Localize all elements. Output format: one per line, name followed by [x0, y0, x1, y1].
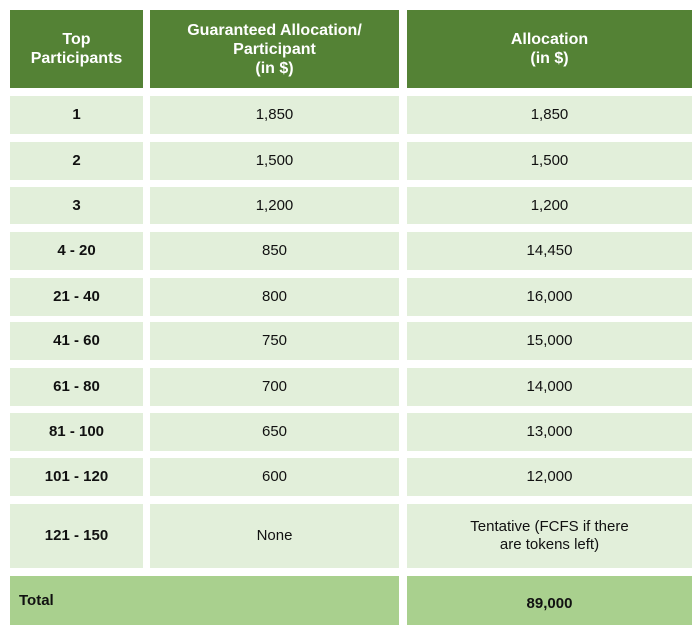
table-cell: 101 - 120 — [10, 458, 143, 496]
table-cell: 1,500 — [150, 142, 399, 180]
table-cell: 1,200 — [407, 187, 692, 224]
table-cell: 1,850 — [407, 96, 692, 134]
table-cell: 1,850 — [150, 96, 399, 134]
header-cell: Allocation (in $) — [407, 10, 692, 88]
table-cell: 61 - 80 — [10, 368, 143, 406]
table-cell: 3 — [10, 187, 143, 224]
table-cell: 650 — [150, 413, 399, 451]
table-cell: 14,450 — [407, 232, 692, 270]
table-cell: 850 — [150, 232, 399, 270]
table-cell: 600 — [150, 458, 399, 496]
table-cell: 2 — [10, 142, 143, 180]
table-cell: 1 — [10, 96, 143, 134]
table-cell: 4 - 20 — [10, 232, 143, 270]
total-label: Total — [10, 576, 399, 625]
table-cell: 800 — [150, 278, 399, 316]
table-cell: 700 — [150, 368, 399, 406]
table-cell: 1,500 — [407, 142, 692, 180]
total-value: 89,000 — [407, 576, 692, 625]
table-cell: None — [150, 504, 399, 568]
table-cell: 21 - 40 — [10, 278, 143, 316]
header-cell: Guaranteed Allocation/ Participant (in $… — [150, 10, 399, 88]
table-cell: 1,200 — [150, 187, 399, 224]
table-cell: 750 — [150, 322, 399, 360]
table-cell: 121 - 150 — [10, 504, 143, 568]
table-cell: 16,000 — [407, 278, 692, 316]
table-cell: 41 - 60 — [10, 322, 143, 360]
table-cell: 15,000 — [407, 322, 692, 360]
table-cell: 13,000 — [407, 413, 692, 451]
header-cell: Top Participants — [10, 10, 143, 88]
table-cell: 14,000 — [407, 368, 692, 406]
table-cell: Tentative (FCFS if there are tokens left… — [407, 504, 692, 568]
table-cell: 81 - 100 — [10, 413, 143, 451]
table-cell: 12,000 — [407, 458, 692, 496]
